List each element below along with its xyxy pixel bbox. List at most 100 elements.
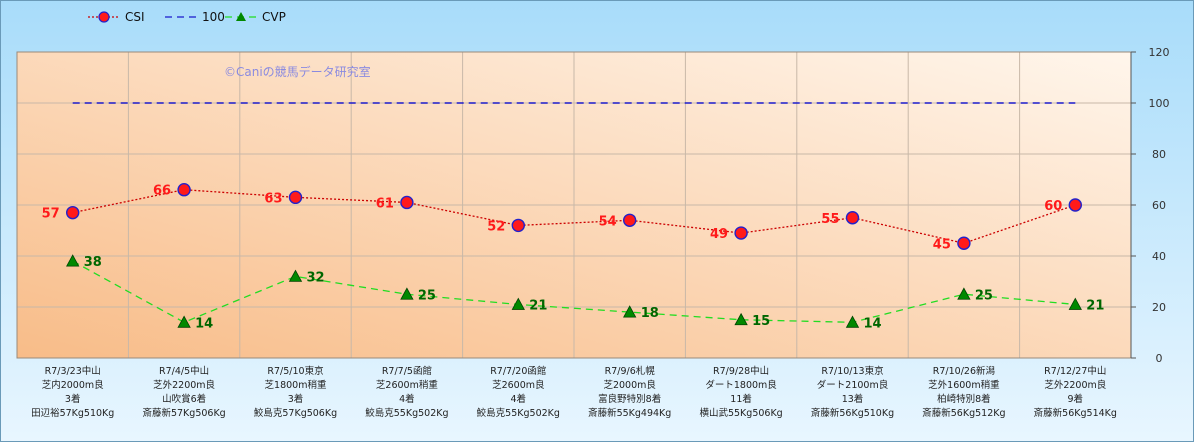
data-point-cvp [511, 297, 525, 310]
data-point-cvp [1068, 297, 1082, 310]
category-label-line: R7/4/5中山 [159, 365, 209, 377]
category-label-line: 斎藤新56Kg512Kg [922, 407, 1005, 419]
data-label-csi: 66 [153, 184, 171, 199]
data-point-csi [623, 213, 637, 228]
series-line-csi [72, 189, 1076, 244]
y-tick-label: 0 [1156, 352, 1163, 365]
category-label-line: R7/7/5函館 [382, 365, 432, 377]
data-label-cvp: 21 [1086, 298, 1104, 313]
y-axis: 0 20 40 60 80 100 120 [1130, 46, 1170, 365]
category-label-line: 鮫島克55Kg502Kg [365, 407, 448, 419]
category-label-line: R7/5/10東京 [267, 365, 323, 377]
data-point-csi [65, 205, 80, 220]
legend-item-100: 100 [165, 10, 225, 24]
data-label-csi: 52 [487, 219, 505, 234]
data-label-cvp: 15 [752, 314, 770, 329]
series-cvp: 38 14 32 25 21 18 15 14 25 21 [66, 254, 1104, 331]
category-label-line: R7/3/23中山 [45, 365, 101, 377]
category-label-line: 田辺裕57Kg510Kg [31, 407, 114, 419]
y-tick-label: 120 [1149, 46, 1170, 59]
data-point-csi [734, 226, 748, 240]
legend-item-cvp: CVP [225, 10, 286, 24]
category-label-line: 柏崎特別8着 [937, 393, 991, 405]
legend: CSI 100 CVP [88, 10, 286, 24]
category-label-line: 3着 [288, 393, 304, 405]
category-label-line: 3着 [65, 393, 81, 405]
data-point-cvp [623, 305, 637, 318]
data-label-cvp: 32 [307, 270, 325, 285]
legend-label: CSI [125, 10, 145, 24]
data-label-cvp: 18 [641, 306, 659, 321]
category-label-line: ダート1800m良 [705, 379, 777, 391]
category-label-line: ダート2100m良 [817, 379, 889, 391]
category-label-line: 山吹賞6着 [162, 393, 206, 405]
data-label-cvp: 14 [195, 316, 213, 331]
data-point-cvp [400, 287, 414, 300]
data-label-csi: 45 [933, 237, 951, 252]
data-label-csi: 60 [1044, 199, 1062, 214]
category-label-line: R7/10/13東京 [821, 365, 883, 377]
category-label-line: 横山武55Kg506Kg [699, 407, 782, 419]
category-label-line: 芝外2200m良 [1044, 379, 1106, 391]
y-tick-label: 80 [1152, 148, 1166, 161]
category-label-line: R7/9/6札幌 [605, 365, 656, 377]
category-label-line: R7/7/20函館 [490, 365, 546, 377]
legend-label: CVP [262, 10, 286, 24]
category-label-line: R7/12/27中山 [1044, 365, 1106, 377]
data-label-csi: 55 [821, 212, 839, 227]
data-point-cvp [957, 287, 971, 300]
category-label-line: 13着 [842, 393, 864, 405]
data-point-csi [288, 190, 303, 205]
data-label-cvp: 25 [975, 288, 993, 303]
series-line-cvp [72, 260, 1076, 324]
data-point-cvp [845, 315, 860, 328]
category-label-line: 9着 [1068, 393, 1084, 405]
data-label-cvp: 25 [418, 288, 436, 303]
data-point-csi [177, 182, 191, 197]
category-label-line: 斎藤新56Kg514Kg [1034, 407, 1117, 419]
data-point-csi [845, 211, 860, 225]
category-label-line: 芝内2000m良 [42, 379, 104, 391]
data-point-cvp [66, 254, 80, 267]
data-label-csi: 61 [376, 196, 394, 211]
category-label-line: 斎藤新55Kg494Kg [588, 407, 671, 419]
series-csi: 57 66 63 61 52 54 49 55 45 60 [42, 182, 1083, 252]
category-label-line: R7/10/26新潟 [933, 365, 995, 377]
data-point-cvp [177, 315, 191, 328]
data-point-csi [1068, 198, 1083, 212]
category-label-line: R7/9/28中山 [713, 365, 769, 377]
data-label-csi: 57 [42, 207, 60, 222]
category-label-line: 斎藤新57Kg506Kg [142, 407, 225, 419]
data-point-cvp [734, 312, 748, 326]
data-label-csi: 54 [599, 214, 617, 229]
data-point-csi [957, 236, 971, 250]
category-label-line: 芝1800m稍重 [265, 379, 327, 391]
legend-marker [236, 12, 246, 21]
category-label-line: 芝外2200m良 [153, 379, 215, 391]
category-label-line: 斎藤新56Kg510Kg [811, 407, 894, 419]
data-label-csi: 49 [710, 227, 728, 242]
category-label-line: 鮫島克57Kg506Kg [254, 407, 337, 419]
category-label-line: 芝2000m良 [603, 379, 656, 391]
category-label-line: 芝外1600m稍重 [928, 379, 1000, 391]
data-point-cvp [288, 269, 303, 282]
data-point-csi [400, 195, 414, 210]
data-label-csi: 63 [264, 191, 282, 206]
y-tick-label: 100 [1149, 97, 1170, 110]
y-tick-label: 20 [1152, 301, 1166, 314]
category-label-line: 4着 [399, 393, 415, 405]
legend-item-csi: CSI [88, 10, 145, 24]
data-label-cvp: 38 [84, 255, 102, 270]
legend-label: 100 [202, 10, 225, 24]
category-label-line: 富良野特別8着 [598, 393, 661, 405]
